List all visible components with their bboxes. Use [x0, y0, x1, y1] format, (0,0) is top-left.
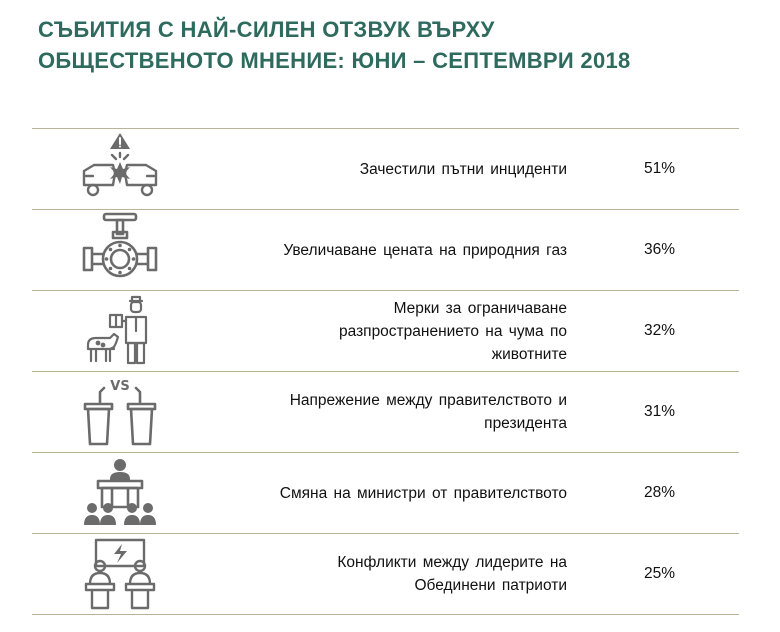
event-value: 36% — [643, 241, 675, 258]
event-label: Конфликти между лидерите на Обединени па… — [337, 554, 567, 594]
events-table: Зачестили пътни инциденти 51% — [32, 128, 739, 615]
event-label: Увеличаване цената на природния газ — [283, 241, 567, 259]
event-label: Мерки за ограничаване разпространението … — [339, 299, 567, 363]
livestock-inspector-icon — [80, 291, 160, 371]
speaker-podium-icon — [80, 453, 160, 533]
leaders-conflict-icon — [80, 534, 160, 614]
svg-text:VS: VS — [110, 379, 129, 394]
event-value: 51% — [643, 160, 675, 177]
event-value: 31% — [643, 403, 675, 420]
table-row: Зачестили пътни инциденти 51% — [32, 128, 739, 209]
car-crash-icon — [80, 129, 160, 209]
event-value: 25% — [643, 565, 675, 582]
table-row: Конфликти между лидерите на Обединени па… — [32, 533, 739, 615]
table-row: Мерки за ограничаване разпространението … — [32, 290, 739, 371]
event-label: Напрежение между правителството и презид… — [289, 392, 567, 432]
event-value: 32% — [643, 322, 675, 339]
podiums-vs-icon: VS — [80, 372, 160, 452]
table-row: Смяна на министри от правителството 28% — [32, 452, 739, 533]
event-value: 28% — [643, 484, 675, 501]
event-label: Смяна на министри от правителството — [279, 484, 567, 502]
chart-title: СЪБИТИЯ С НАЙ-СИЛЕН ОТЗВУК ВЪРХУ ОБЩЕСТВ… — [38, 17, 631, 73]
table-row: Увеличаване цената на природния газ 36% — [32, 209, 739, 290]
gas-valve-icon — [80, 210, 160, 290]
table-row: VS Напрежение между правителството и пре… — [32, 371, 739, 452]
event-label: Зачестили пътни инциденти — [359, 160, 567, 178]
